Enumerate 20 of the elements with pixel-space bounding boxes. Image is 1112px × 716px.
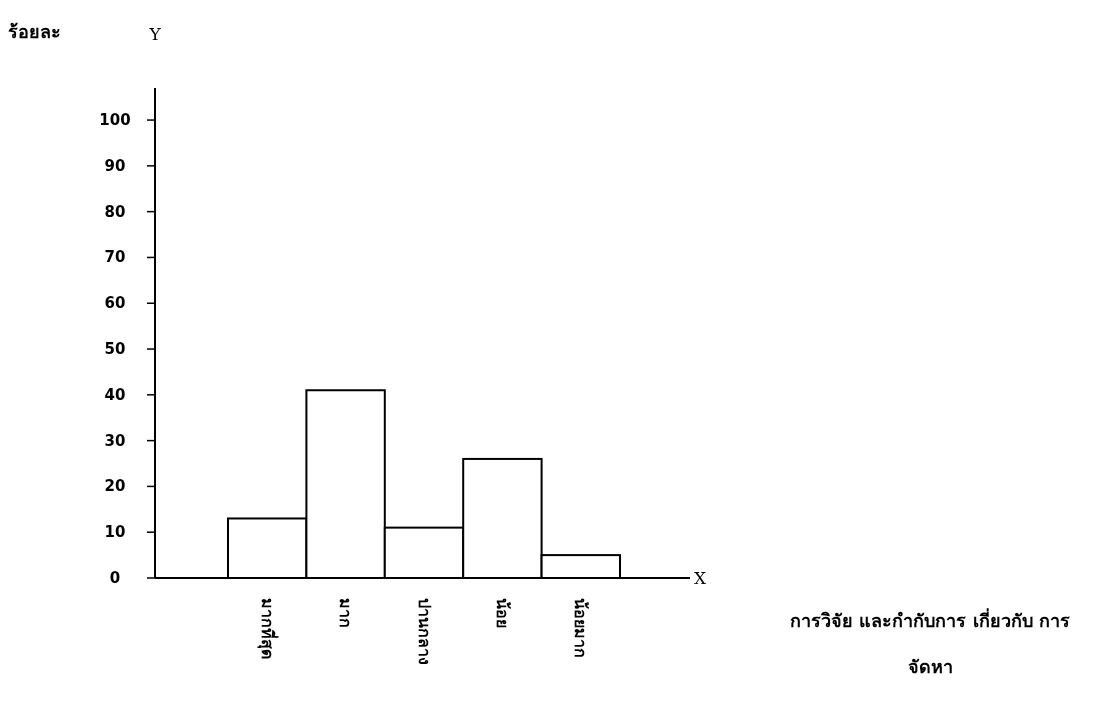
y-tick-label: 40 (104, 385, 126, 404)
text: การวิจัย และกำกับการ เกี่ยวกับ การจัดหา (790, 610, 1070, 677)
y-tick-label: 100 (99, 111, 131, 130)
y-tick-label: 10 (104, 523, 126, 542)
y-tick-label: 90 (104, 156, 126, 175)
y-tick-label: 70 (104, 248, 126, 267)
y-tick-label: 30 (104, 431, 126, 450)
y-tick-label: 20 (104, 477, 126, 496)
y-tick-label: 60 (104, 294, 126, 313)
text: Y (148, 24, 162, 44)
x-tick-label: มาก (336, 598, 356, 628)
y-tick-label: 80 (104, 202, 126, 221)
y-tick-label: 0 (109, 569, 121, 587)
text: X (694, 568, 707, 588)
x-tick-label: มากที่สุด (256, 598, 279, 659)
y-tick-label: 50 (104, 340, 126, 359)
x-tick-label: น้อยมาก (571, 598, 591, 658)
x-tick-label: น้อย (492, 598, 512, 628)
y-axis-title: ร้อยละ (8, 21, 61, 42)
x-tick-label: ปานกลาง (414, 598, 434, 665)
